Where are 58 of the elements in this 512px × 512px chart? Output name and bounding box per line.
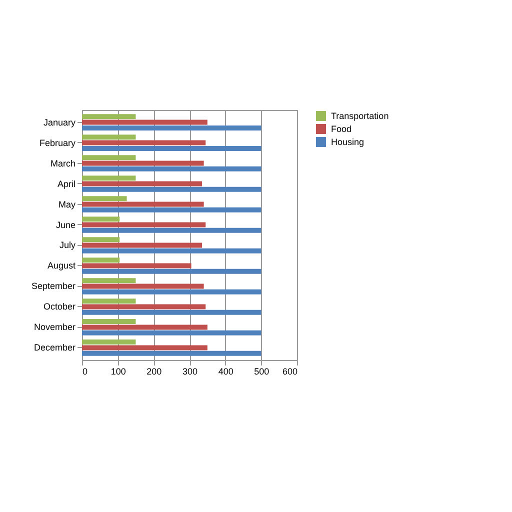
- bar: [82, 160, 204, 166]
- bar: [82, 216, 120, 222]
- y-tick-label: September: [31, 281, 76, 292]
- bar: [82, 258, 120, 263]
- x-tick-label: 500: [254, 366, 270, 376]
- y-tick-label: July: [59, 240, 76, 250]
- bar: [82, 237, 120, 242]
- legend-label: Food: [331, 124, 352, 134]
- bar: [82, 350, 262, 356]
- y-tick-label: November: [34, 322, 76, 332]
- y-tick-label: February: [39, 138, 76, 148]
- bar: [82, 134, 136, 140]
- x-tick-label: 300: [182, 366, 198, 376]
- bar: [82, 289, 262, 294]
- bar: [82, 120, 208, 125]
- y-tick-label: August: [47, 260, 76, 271]
- bar: [82, 248, 262, 254]
- bar: [82, 228, 262, 233]
- x-tick-label: 0: [82, 366, 88, 376]
- legend-label: Housing: [331, 137, 364, 147]
- bar: [82, 242, 202, 248]
- bar: [82, 222, 206, 228]
- x-tick-label: 200: [146, 366, 162, 376]
- y-tick-label: May: [58, 199, 76, 210]
- bar: [82, 166, 262, 172]
- bar: [82, 278, 136, 284]
- x-tick-label: 100: [110, 366, 126, 376]
- y-tick-label: December: [34, 342, 76, 353]
- x-tick-label: 600: [282, 366, 298, 376]
- bar: [82, 202, 204, 207]
- x-tick-label: 400: [218, 366, 234, 376]
- bar: [82, 319, 136, 324]
- bar: [82, 310, 262, 315]
- bar: [82, 146, 262, 151]
- bar: [82, 196, 127, 202]
- bar: [82, 207, 262, 212]
- bar: [82, 176, 136, 181]
- bar: [82, 155, 136, 160]
- bar: [82, 345, 208, 350]
- y-tick-label: October: [43, 302, 76, 312]
- bar: [82, 263, 192, 268]
- bar: [82, 140, 206, 146]
- bar: [82, 114, 136, 120]
- legend-label: Transportation: [331, 111, 389, 121]
- y-tick-label: January: [43, 117, 76, 128]
- bar: [82, 181, 202, 186]
- bar: [82, 324, 208, 330]
- bar: [82, 340, 136, 345]
- bar: [82, 125, 262, 130]
- y-tick-label: April: [57, 178, 76, 189]
- bar: [82, 186, 262, 192]
- bar: [82, 330, 262, 336]
- bar: [82, 304, 206, 310]
- y-tick-label: March: [50, 158, 76, 168]
- y-tick-label: June: [56, 220, 76, 230]
- bar: [82, 298, 136, 304]
- bar: [82, 284, 204, 289]
- bar: [82, 268, 262, 274]
